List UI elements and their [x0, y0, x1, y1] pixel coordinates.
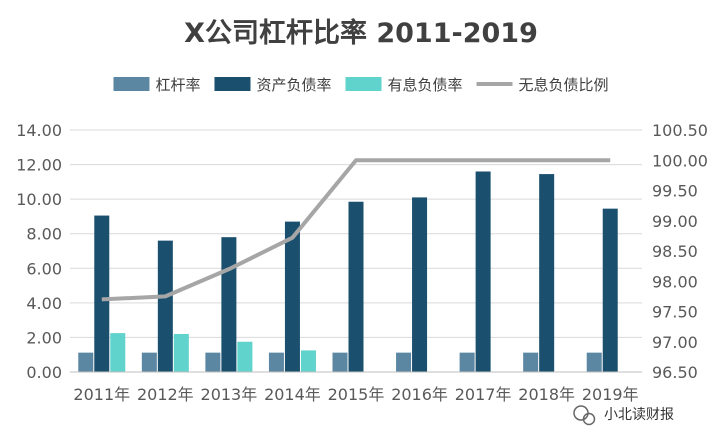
- legend-label: 资产负债率: [256, 76, 331, 94]
- bar: [523, 352, 539, 372]
- watermark: 小北读财报: [573, 405, 674, 426]
- left-axis: 0.00 2.00 4.00 6.00 8.00 10.00 12.00 14.00: [16, 121, 62, 382]
- left-tick-label: 14.00: [16, 121, 62, 140]
- x-tick-label: 2016年: [391, 385, 448, 404]
- right-axis: 96.50 97.00 97.50 98.00 98.50 99.00 99.50 100.0…: [652, 121, 708, 382]
- left-tick-label: 8.00: [26, 225, 62, 244]
- bar: [284, 221, 300, 372]
- x-tick-label: 2019年: [582, 385, 639, 404]
- chart-title: X公司杠杆比率 2011-2019: [184, 17, 538, 49]
- bar: [459, 352, 475, 372]
- bar: [348, 201, 364, 372]
- x-tick-label: 2015年: [328, 385, 385, 404]
- wechat-icon: [573, 405, 596, 426]
- left-tick-label: 4.00: [26, 294, 62, 313]
- legend-label: 杠杆率: [155, 76, 200, 94]
- legend-swatch: [345, 77, 382, 91]
- legend: 杠杆率 资产负债率 有息负债率 无息负债比例: [113, 76, 609, 94]
- bar: [173, 333, 189, 372]
- right-tick-label: 96.50: [652, 363, 698, 382]
- x-tick-label: 2013年: [201, 385, 258, 404]
- legend-item: 资产负债率: [214, 76, 332, 94]
- bar: [602, 208, 618, 372]
- left-tick-label: 12.00: [16, 156, 62, 175]
- bar: [586, 352, 602, 372]
- right-tick-label: 100.50: [652, 121, 708, 140]
- series-line: [101, 158, 611, 302]
- bar: [396, 352, 412, 372]
- bar: [332, 352, 348, 372]
- left-tick-label: 0.00: [26, 363, 62, 382]
- legend-item: 有息负债率: [345, 76, 463, 94]
- watermark-text: 小北读财报: [604, 406, 674, 423]
- bar: [221, 237, 237, 372]
- left-tick-label: 6.00: [26, 259, 62, 278]
- right-tick-label: 98.50: [652, 242, 698, 261]
- bar: [141, 352, 157, 372]
- right-tick-label: 97.00: [652, 333, 698, 352]
- x-tick-label: 2012年: [137, 385, 194, 404]
- bar: [205, 352, 221, 372]
- right-tick-label: 99.00: [652, 212, 698, 231]
- bar: [539, 174, 555, 372]
- bar: [94, 215, 110, 372]
- bar: [110, 333, 126, 372]
- legend-swatch: [214, 77, 251, 91]
- x-axis: 2011年 2012年 2013年 2014年 2015年 2016年 2017年 2018年…: [70, 371, 642, 404]
- x-tick-label: 2014年: [264, 385, 321, 404]
- bar: [268, 352, 284, 372]
- bar: [237, 341, 253, 372]
- bar: [412, 197, 428, 372]
- bar: [157, 240, 173, 372]
- right-tick-label: 97.50: [652, 303, 698, 322]
- bar: [475, 171, 491, 372]
- line-series: [101, 158, 611, 302]
- right-tick-label: 99.50: [652, 182, 698, 201]
- legend-label: 无息负债比例: [519, 76, 609, 94]
- bar: [78, 352, 94, 372]
- right-tick-label: 100.00: [652, 151, 708, 170]
- x-tick-label: 2011年: [73, 385, 130, 404]
- legend-item: 无息负债比例: [476, 76, 609, 94]
- legend-item: 杠杆率: [113, 76, 200, 94]
- left-tick-label: 10.00: [16, 190, 62, 209]
- x-tick-label: 2018年: [518, 385, 575, 404]
- bar: [300, 350, 316, 372]
- x-tick-label: 2017年: [455, 385, 512, 404]
- left-tick-label: 2.00: [26, 328, 62, 347]
- legend-label: 有息负债率: [388, 76, 463, 94]
- legend-swatch: [113, 77, 150, 91]
- right-tick-label: 98.00: [652, 272, 698, 291]
- bar-series: [78, 171, 618, 372]
